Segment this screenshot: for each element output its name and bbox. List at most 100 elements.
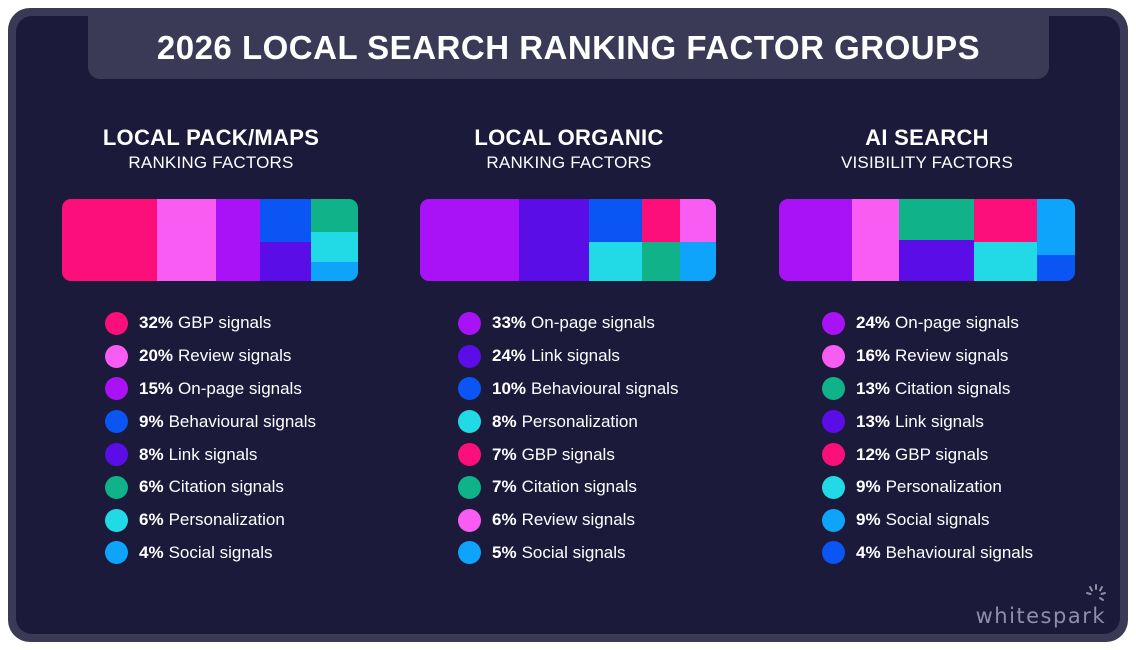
legend-swatch-social xyxy=(105,541,128,565)
legend-item: 9% Behavioural signals xyxy=(105,405,405,438)
legend-label: Social signals xyxy=(521,542,626,562)
legend-swatch-review xyxy=(822,344,845,368)
treemap-cell-link xyxy=(260,242,312,281)
brand-logo: whitespark xyxy=(975,604,1106,628)
treemap-cell-citation xyxy=(310,199,358,233)
chart-subtitle: VISIBILITY FACTORS xyxy=(840,153,1014,172)
legend-swatch-personalization xyxy=(105,508,128,532)
legend-ai-search: 24% On-page signals 16% Review signals 13% Ci… xyxy=(822,307,1122,569)
spark-logo-icon xyxy=(1086,584,1106,601)
treemap-cell-onpage xyxy=(215,199,261,281)
legend-label: GBP signals xyxy=(178,313,272,333)
legend-value: 7% xyxy=(492,477,517,497)
legend-label: Link signals xyxy=(531,346,620,366)
legend-swatch-link xyxy=(458,344,481,368)
legend-swatch-social xyxy=(458,541,481,565)
legend-item: 8% Personalization xyxy=(458,405,758,438)
legend-value: 32% xyxy=(139,313,174,333)
chart-title: AI SEARCH xyxy=(865,125,989,150)
legend-label: Social signals xyxy=(885,510,990,530)
legend-item: 13% Link signals xyxy=(822,405,1122,438)
treemap-cell-social xyxy=(1036,199,1075,256)
legend-label: On-page signals xyxy=(531,313,655,333)
legend-value: 20% xyxy=(139,346,174,366)
legend-swatch-personalization xyxy=(458,410,481,434)
legend-swatch-behavioural xyxy=(822,541,845,565)
treemap-cell-gbp xyxy=(62,199,158,281)
treemap-cell-gbp xyxy=(642,199,681,243)
legend-value: 4% xyxy=(856,542,881,562)
legend-value: 12% xyxy=(856,444,891,464)
legend-item: 33% On-page signals xyxy=(458,307,758,340)
legend-item: 7% Citation signals xyxy=(458,471,758,504)
legend-item: 13% Citation signals xyxy=(822,373,1122,406)
legend-label: Personalization xyxy=(521,411,638,431)
legend-item: 32% GBP signals xyxy=(105,307,405,340)
treemap-cell-review xyxy=(851,199,900,281)
treemap-cell-review xyxy=(680,199,716,243)
legend-swatch-behavioural xyxy=(105,410,128,434)
legend-value: 33% xyxy=(492,313,527,333)
legend-swatch-citation xyxy=(458,475,481,499)
legend-label: Review signals xyxy=(178,346,292,366)
treemap-cell-link xyxy=(519,199,590,281)
chart-title: LOCAL PACK/MAPS xyxy=(102,125,320,150)
legend-value: 15% xyxy=(139,378,174,398)
legend-label: Review signals xyxy=(895,346,1009,366)
legend-label: Citation signals xyxy=(168,477,284,497)
legend-swatch-gbp xyxy=(105,311,128,335)
legend-item: 10% Behavioural signals xyxy=(458,373,758,406)
treemap-cell-onpage xyxy=(420,199,520,281)
legend-item: 24% On-page signals xyxy=(822,307,1122,340)
legend-value: 6% xyxy=(139,477,164,497)
legend-value: 9% xyxy=(139,411,164,431)
legend-label: Personalization xyxy=(885,477,1002,497)
title-banner: 2026 LOCAL SEARCH RANKING FACTOR GROUPS xyxy=(88,16,1049,79)
legend-label: Citation signals xyxy=(895,378,1011,398)
legend-swatch-gbp xyxy=(458,443,481,467)
legend-value: 8% xyxy=(139,444,164,464)
legend-swatch-onpage xyxy=(458,311,481,335)
legend-swatch-review xyxy=(458,508,481,532)
legend-item: 15% On-page signals xyxy=(105,373,405,406)
legend-value: 10% xyxy=(492,378,527,398)
legend-swatch-citation xyxy=(822,377,845,401)
legend-value: 9% xyxy=(856,477,881,497)
column-heading: AI SEARCH VISIBILITY FACTORS xyxy=(777,125,1077,175)
legend-label: Behavioural signals xyxy=(885,542,1033,562)
legend-swatch-behavioural xyxy=(458,377,481,401)
treemap-ai-search xyxy=(779,199,1075,281)
chart-title: LOCAL ORGANIC xyxy=(474,125,664,150)
page-title: 2026 LOCAL SEARCH RANKING FACTOR GROUPS xyxy=(156,28,981,66)
legend-item: 7% GBP signals xyxy=(458,438,758,471)
treemap-cell-link xyxy=(898,240,975,281)
legend-item: 24% Link signals xyxy=(458,340,758,373)
treemap-cell-gbp xyxy=(974,199,1038,243)
legend-swatch-review xyxy=(105,344,128,368)
legend-item: 4% Social signals xyxy=(105,537,405,570)
treemap-cell-behavioural xyxy=(260,199,312,243)
treemap-local-organic xyxy=(420,199,716,281)
legend-swatch-link xyxy=(822,410,845,434)
treemap-cell-personalization xyxy=(974,242,1038,281)
legend-swatch-onpage xyxy=(105,377,128,401)
legend-swatch-personalization xyxy=(822,475,845,499)
legend-value: 24% xyxy=(856,313,891,333)
treemap-cell-onpage xyxy=(779,199,853,281)
legend-local-pack: 32% GBP signals 20% Review signals 15% On-pag… xyxy=(105,307,405,569)
legend-label: On-page signals xyxy=(895,313,1019,333)
column-heading: LOCAL ORGANIC RANKING FACTORS xyxy=(419,125,719,175)
legend-label: Social signals xyxy=(168,542,273,562)
legend-item: 9% Social signals xyxy=(822,504,1122,537)
legend-value: 13% xyxy=(856,411,891,431)
legend-label: Personalization xyxy=(168,510,285,530)
legend-value: 24% xyxy=(492,346,527,366)
legend-label: On-page signals xyxy=(178,378,302,398)
legend-label: GBP signals xyxy=(521,444,615,464)
treemap-cell-review xyxy=(156,199,217,281)
legend-label: Link signals xyxy=(895,411,984,431)
column-heading: LOCAL PACK/MAPS RANKING FACTORS xyxy=(61,125,361,175)
legend-swatch-onpage xyxy=(822,311,845,335)
legend-item: 20% Review signals xyxy=(105,340,405,373)
legend-value: 7% xyxy=(492,444,517,464)
